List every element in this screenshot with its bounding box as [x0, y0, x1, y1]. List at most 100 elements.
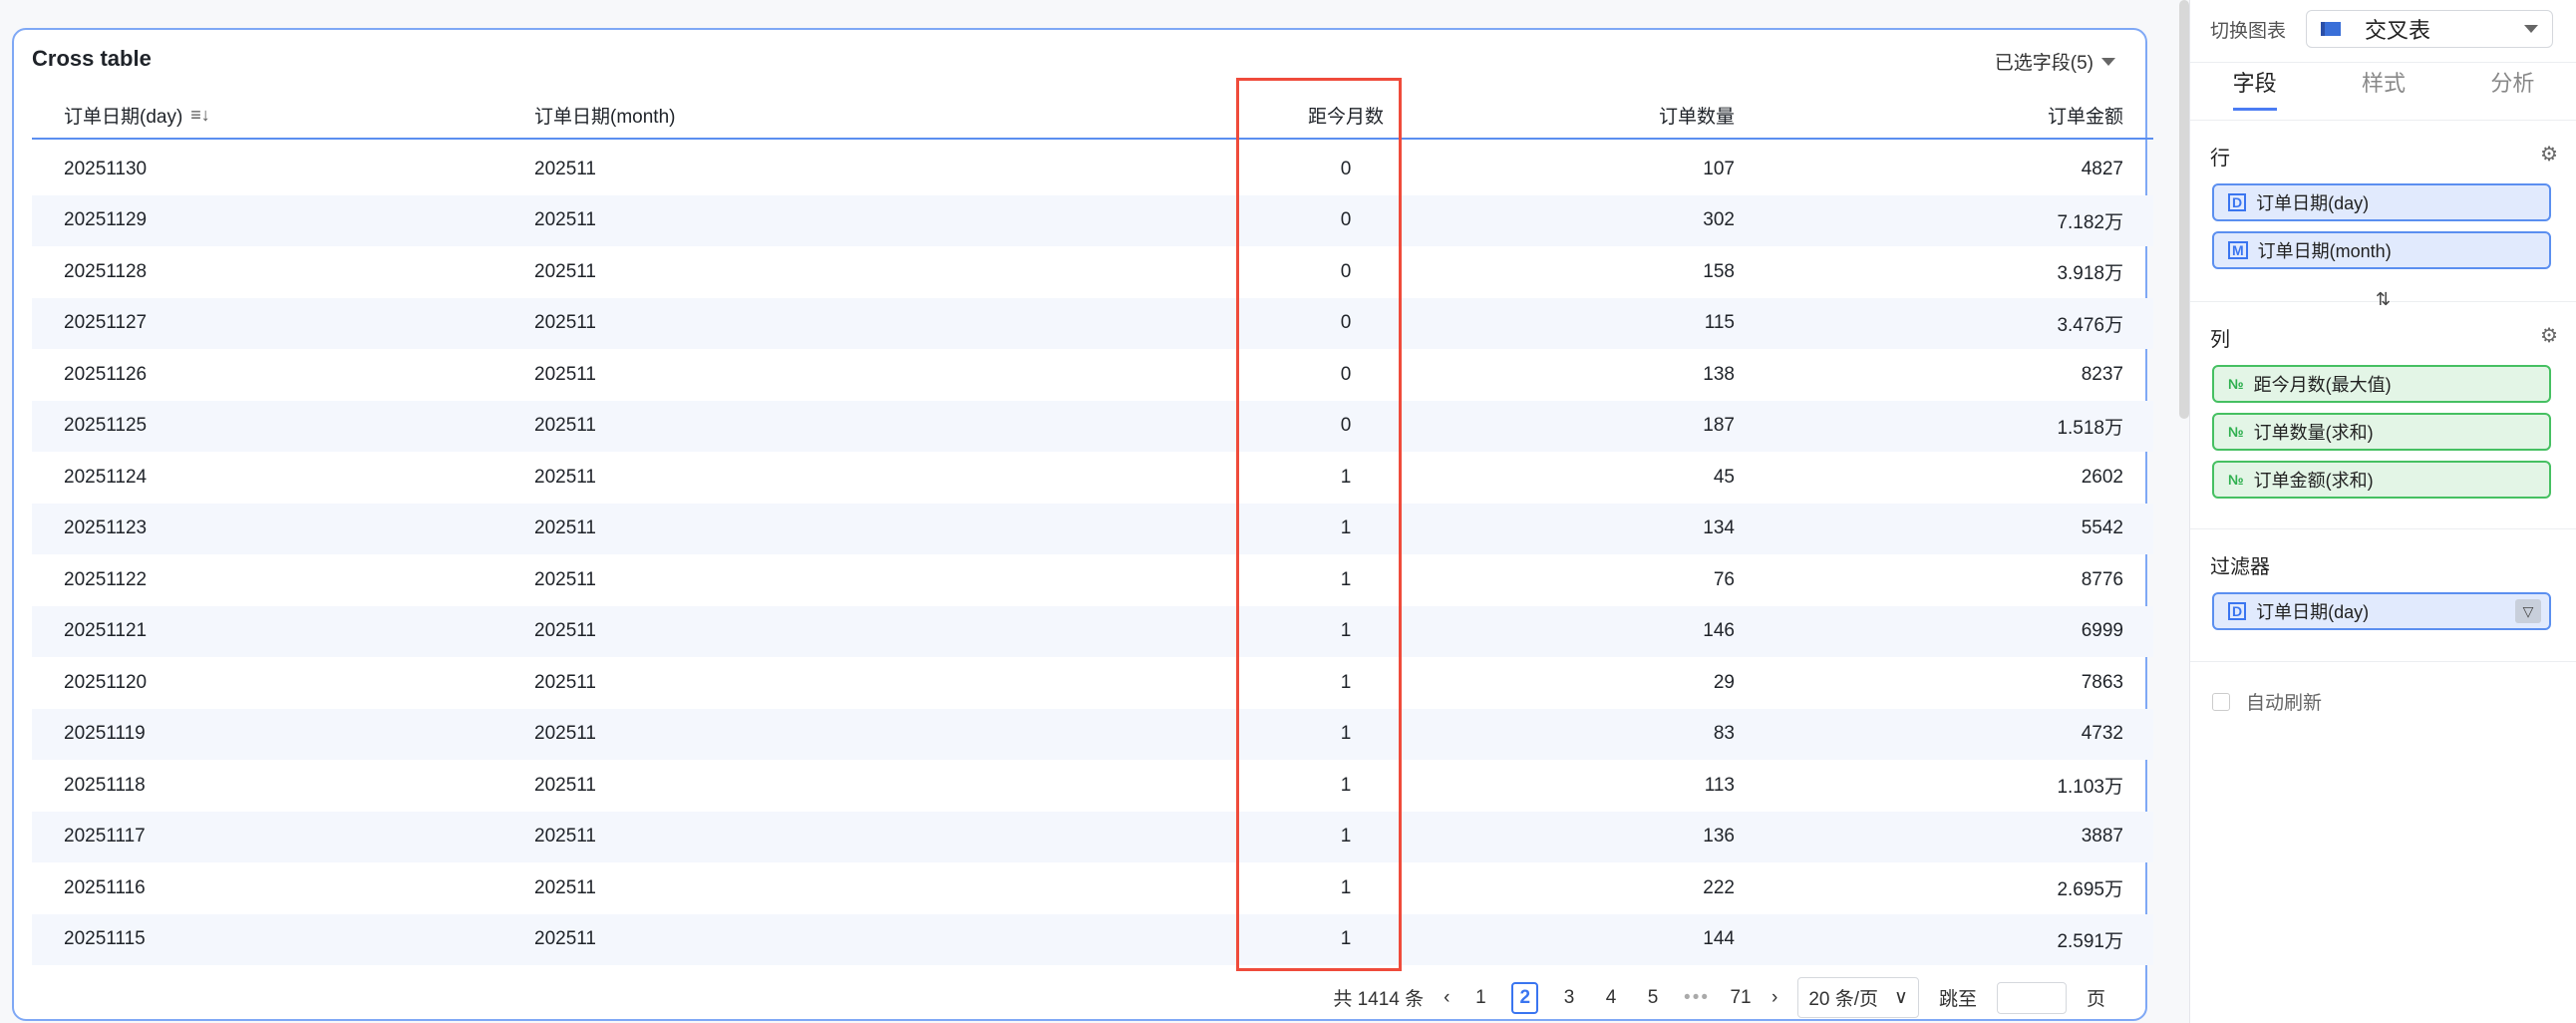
tab-label: 字段 — [2232, 71, 2277, 111]
cell-day: 20251118 — [64, 774, 146, 796]
table-row: 20251122 202511 1 76 8776 — [32, 554, 2153, 606]
cell-months-ago: 1 — [1340, 928, 1352, 950]
measure-icon: № — [2228, 376, 2244, 392]
sort-icon[interactable]: ≡↓ — [190, 104, 210, 125]
row-field-day[interactable]: D 订单日期(day) — [2212, 183, 2551, 221]
cell-months-ago: 0 — [1340, 260, 1352, 282]
cell-order-count: 158 — [1703, 260, 1735, 282]
cross-table-card: Cross table 已选字段(5) 订单日期(day) ≡↓ 订单日期(mon… — [12, 28, 2153, 1021]
table-row: 20251123 202511 1 134 5542 — [32, 503, 2153, 554]
total-count: 共 1414 条 — [1333, 989, 1425, 1010]
cell-day: 20251119 — [64, 723, 146, 745]
cell-order-amount: 5542 — [2081, 517, 2123, 539]
cell-order-count: 134 — [1703, 517, 1735, 539]
cell-day: 20251120 — [64, 671, 148, 693]
cell-order-amount: 8776 — [2081, 568, 2123, 590]
table-row: 20251130 202511 0 107 4827 — [32, 144, 2153, 195]
jump-page-input[interactable] — [1996, 981, 2067, 1014]
tab-analysis[interactable]: 分析 — [2490, 71, 2535, 96]
cell-months-ago: 1 — [1340, 826, 1352, 848]
next-page-icon[interactable]: › — [1771, 986, 1778, 1008]
selected-fields-dropdown[interactable]: 已选字段(5) — [1995, 48, 2115, 75]
page-71[interactable]: 71 — [1730, 986, 1752, 1008]
chart-type-select[interactable]: 交叉表 — [2306, 10, 2554, 48]
page-2[interactable]: 2 — [1511, 981, 1539, 1014]
cell-month: 202511 — [534, 158, 596, 179]
auto-refresh-label: 自动刷新 — [2246, 693, 2323, 714]
more-pages-icon[interactable]: ••• — [1684, 986, 1711, 1008]
cell-order-count: 136 — [1703, 826, 1735, 848]
cell-months-ago: 1 — [1340, 876, 1352, 898]
filter-icon[interactable]: ▽ — [2515, 599, 2541, 623]
caret-down-icon — [2101, 57, 2115, 66]
header-months-ago[interactable]: 距今月数 — [1307, 106, 1384, 128]
cell-order-amount: 3.476万 — [2057, 314, 2123, 336]
row-field-month[interactable]: M 订单日期(month) — [2212, 231, 2551, 269]
cell-order-amount: 2.695万 — [2057, 879, 2123, 901]
cell-months-ago: 0 — [1340, 312, 1352, 334]
cell-order-amount: 7.182万 — [2057, 211, 2123, 233]
cell-order-count: 115 — [1704, 312, 1735, 334]
table-row: 20251129 202511 0 302 7.182万 — [32, 194, 2153, 246]
cell-month: 202511 — [534, 774, 596, 796]
table-row: 20251117 202511 1 136 3887 — [32, 811, 2153, 862]
page-5[interactable]: 5 — [1647, 986, 1659, 1008]
jump-label: 跳至 — [1938, 989, 1977, 1010]
gear-icon[interactable]: ⚙ — [2540, 325, 2558, 347]
cell-day: 20251129 — [64, 209, 148, 231]
table-icon — [2321, 22, 2342, 36]
cell-order-amount: 3887 — [2081, 826, 2123, 848]
date-day-icon: D — [2228, 602, 2247, 620]
tab-fields[interactable]: 字段 — [2190, 66, 2319, 111]
table-row: 20251115 202511 1 144 2.591万 — [32, 913, 2153, 965]
col-field-order-count[interactable]: № 订单数量(求和) — [2212, 413, 2551, 451]
cell-order-count: 144 — [1703, 928, 1735, 950]
cell-day: 20251130 — [64, 158, 148, 179]
cell-day: 20251121 — [64, 620, 148, 642]
cell-order-count: 76 — [1713, 568, 1735, 590]
header-order-count[interactable]: 订单数量 — [1658, 106, 1735, 128]
cell-months-ago: 0 — [1340, 415, 1352, 437]
header-order-amount[interactable]: 订单金额 — [2047, 106, 2123, 128]
table-row: 20251121 202511 1 146 6999 — [32, 605, 2153, 657]
header-day[interactable]: 订单日期(day) ≡↓ — [64, 92, 210, 138]
cell-months-ago: 1 — [1340, 517, 1352, 539]
table-body: 20251130 202511 0 107 4827 20251129 202511 0 302… — [32, 144, 2153, 965]
filter-field-day[interactable]: D 订单日期(day) ▽ — [2212, 592, 2551, 630]
page-3[interactable]: 3 — [1563, 986, 1575, 1008]
field-label: 订单日期(day) — [2256, 193, 2370, 213]
prev-page-icon[interactable]: ‹ — [1444, 986, 1450, 1008]
cell-months-ago: 1 — [1340, 568, 1352, 590]
date-month-icon: M — [2228, 241, 2248, 259]
filter-section-label: 过滤器 — [2210, 556, 2270, 578]
page-4[interactable]: 4 — [1605, 986, 1617, 1008]
cell-month: 202511 — [534, 928, 596, 950]
page-1[interactable]: 1 — [1475, 986, 1486, 1008]
col-field-order-amount[interactable]: № 订单金额(求和) — [2212, 461, 2551, 499]
table-row: 20251119 202511 1 83 4732 — [32, 708, 2153, 760]
cell-months-ago: 0 — [1340, 363, 1352, 385]
col-field-months-ago[interactable]: № 距今月数(最大值) — [2212, 365, 2551, 403]
cell-order-count: 113 — [1704, 774, 1735, 796]
cell-month: 202511 — [534, 671, 596, 693]
field-label: 订单日期(day) — [2256, 602, 2370, 622]
cell-month: 202511 — [534, 620, 596, 642]
tab-style[interactable]: 样式 — [2361, 71, 2406, 96]
page-size-select[interactable]: 20 条/页 ∨ — [1797, 977, 1919, 1018]
cell-month: 202511 — [534, 260, 596, 282]
field-label: 订单金额(求和) — [2253, 471, 2374, 491]
scrollbar[interactable] — [2179, 0, 2189, 419]
table-row: 20251125 202511 0 187 1.518万 — [32, 400, 2153, 452]
auto-refresh-checkbox[interactable] — [2212, 692, 2230, 711]
gear-icon[interactable]: ⚙ — [2540, 144, 2558, 166]
cell-order-amount: 3.918万 — [2057, 263, 2123, 285]
cell-month: 202511 — [534, 209, 596, 231]
cell-day: 20251125 — [64, 415, 148, 437]
swap-icon[interactable]: ⇅ — [2376, 289, 2392, 309]
cell-month: 202511 — [534, 723, 596, 745]
cell-month: 202511 — [534, 363, 596, 385]
cell-order-count: 222 — [1703, 876, 1735, 898]
header-month[interactable]: 订单日期(month) — [534, 106, 676, 128]
measure-icon: № — [2228, 424, 2244, 440]
cell-order-amount: 1.518万 — [2057, 417, 2123, 439]
